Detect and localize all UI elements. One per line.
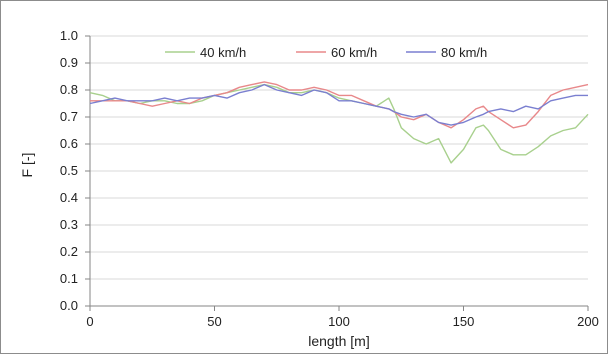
y-tick-label: 0.9 <box>60 55 78 70</box>
y-tick-label: 0.3 <box>60 217 78 232</box>
x-tick-label: 50 <box>207 314 221 329</box>
series-lines <box>89 81 589 164</box>
y-tick-labels: 0.0 0.1 0.2 0.3 0.4 0.5 0.6 0.7 0.8 0.9 1.0 <box>60 28 78 313</box>
y-tick-label: 0.0 <box>60 298 78 313</box>
y-tick-label: 1.0 <box>60 28 78 43</box>
legend-label-0: 40 km/h <box>200 45 246 60</box>
y-tick-label: 0.5 <box>60 163 78 178</box>
y-tick-label: 0.2 <box>60 244 78 259</box>
y-tick-label: 0.1 <box>60 271 78 286</box>
gridlines <box>90 35 588 280</box>
axes <box>85 35 589 311</box>
y-tick-label: 0.6 <box>60 136 78 151</box>
y-axis-title: F [-] <box>19 153 35 178</box>
series-line-0 <box>89 83 589 164</box>
x-tick-label: 100 <box>328 314 350 329</box>
legend-label-2: 80 km/h <box>441 45 487 60</box>
x-axis-title: length [m] <box>308 333 369 349</box>
x-tick-label: 0 <box>86 314 93 329</box>
x-tick-label: 200 <box>577 314 599 329</box>
legend: 40 km/h 60 km/h 80 km/h <box>165 45 487 60</box>
y-tick-label: 0.4 <box>60 190 78 205</box>
series-line-1 <box>90 81 589 129</box>
y-tick-label: 0.7 <box>60 109 78 124</box>
series-line-2 <box>89 83 588 126</box>
legend-label-1: 60 km/h <box>331 45 377 60</box>
x-tick-labels: 0 50 100 150 200 <box>86 314 598 329</box>
y-tick-label: 0.8 <box>60 82 78 97</box>
x-tick-label: 150 <box>453 314 475 329</box>
